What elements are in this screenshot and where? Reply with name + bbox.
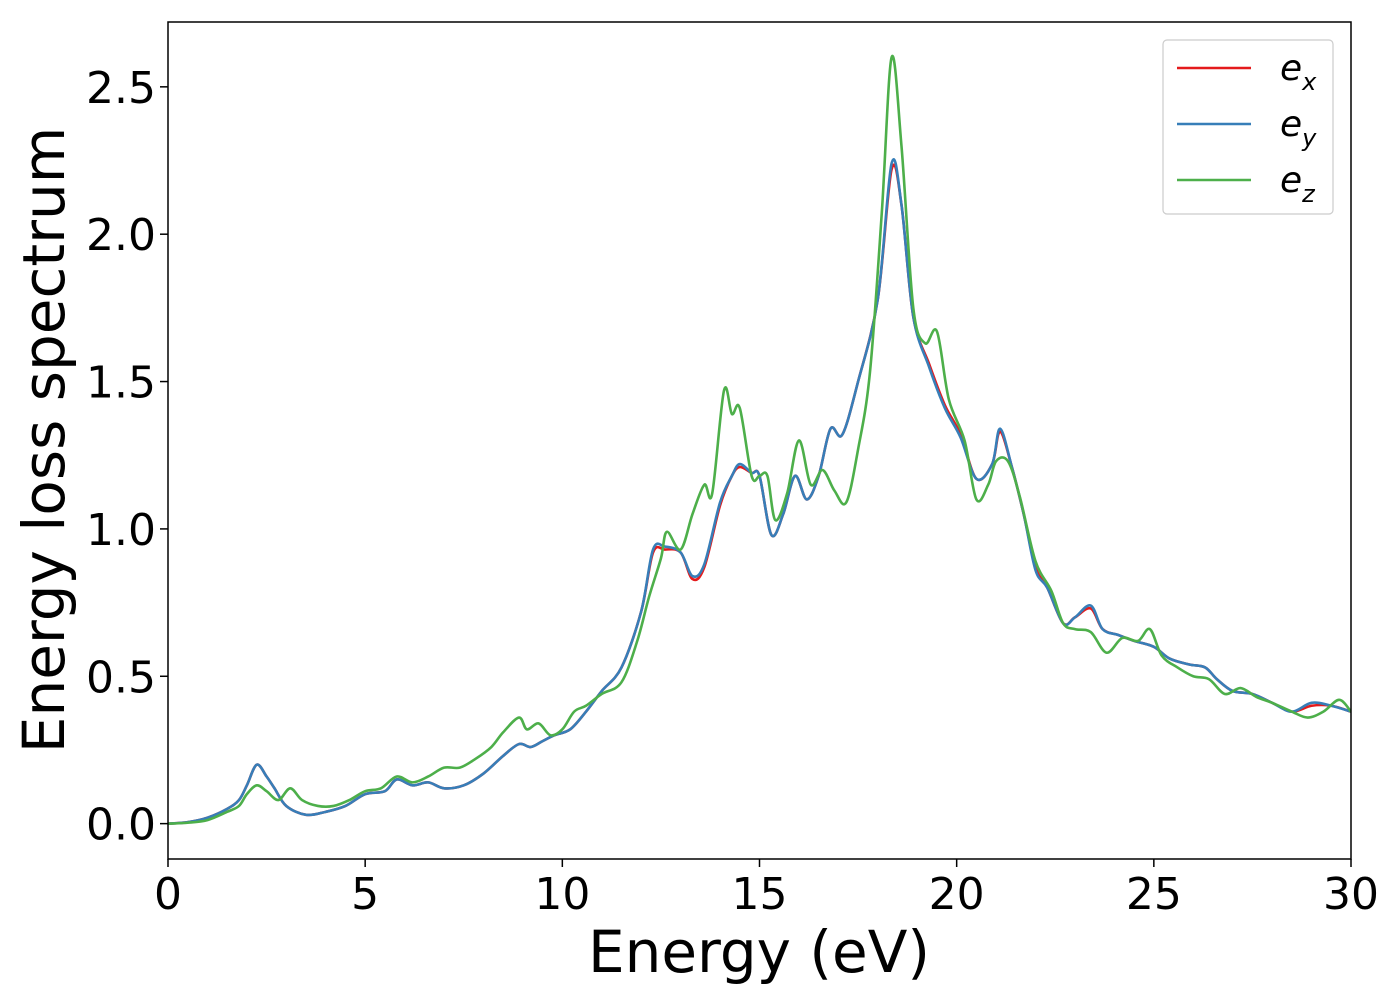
x-tick-label: 5 [351,869,379,920]
series-line-ez [168,54,1351,825]
x-tick-label: 20 [929,869,985,920]
x-tick-label: 10 [534,869,590,920]
series-line-ey [168,158,1351,825]
x-tick-label: 15 [732,869,788,920]
x-axis-ticks: 0 5 10 15 20 25 30 [154,859,1379,920]
x-tick-label: 25 [1126,869,1182,920]
series-line-ex [168,163,1351,825]
y-tick-label: 1.5 [86,358,156,409]
legend-box [1162,39,1334,215]
y-axis-label: Energy loss spectrum [10,127,78,753]
x-tick-label: 0 [154,869,182,920]
y-tick-label: 0.0 [86,800,156,851]
x-tick-label: 30 [1323,869,1379,920]
x-axis-label: Energy (eV) [588,918,930,986]
y-tick-label: 2.5 [86,63,156,114]
y-axis-ticks: 0.0 0.5 1.0 1.5 2.0 2.5 [86,63,168,851]
series-lines [168,54,1351,825]
y-tick-label: 2.0 [86,210,156,261]
y-tick-label: 0.5 [86,652,156,703]
y-tick-label: 1.0 [86,505,156,556]
